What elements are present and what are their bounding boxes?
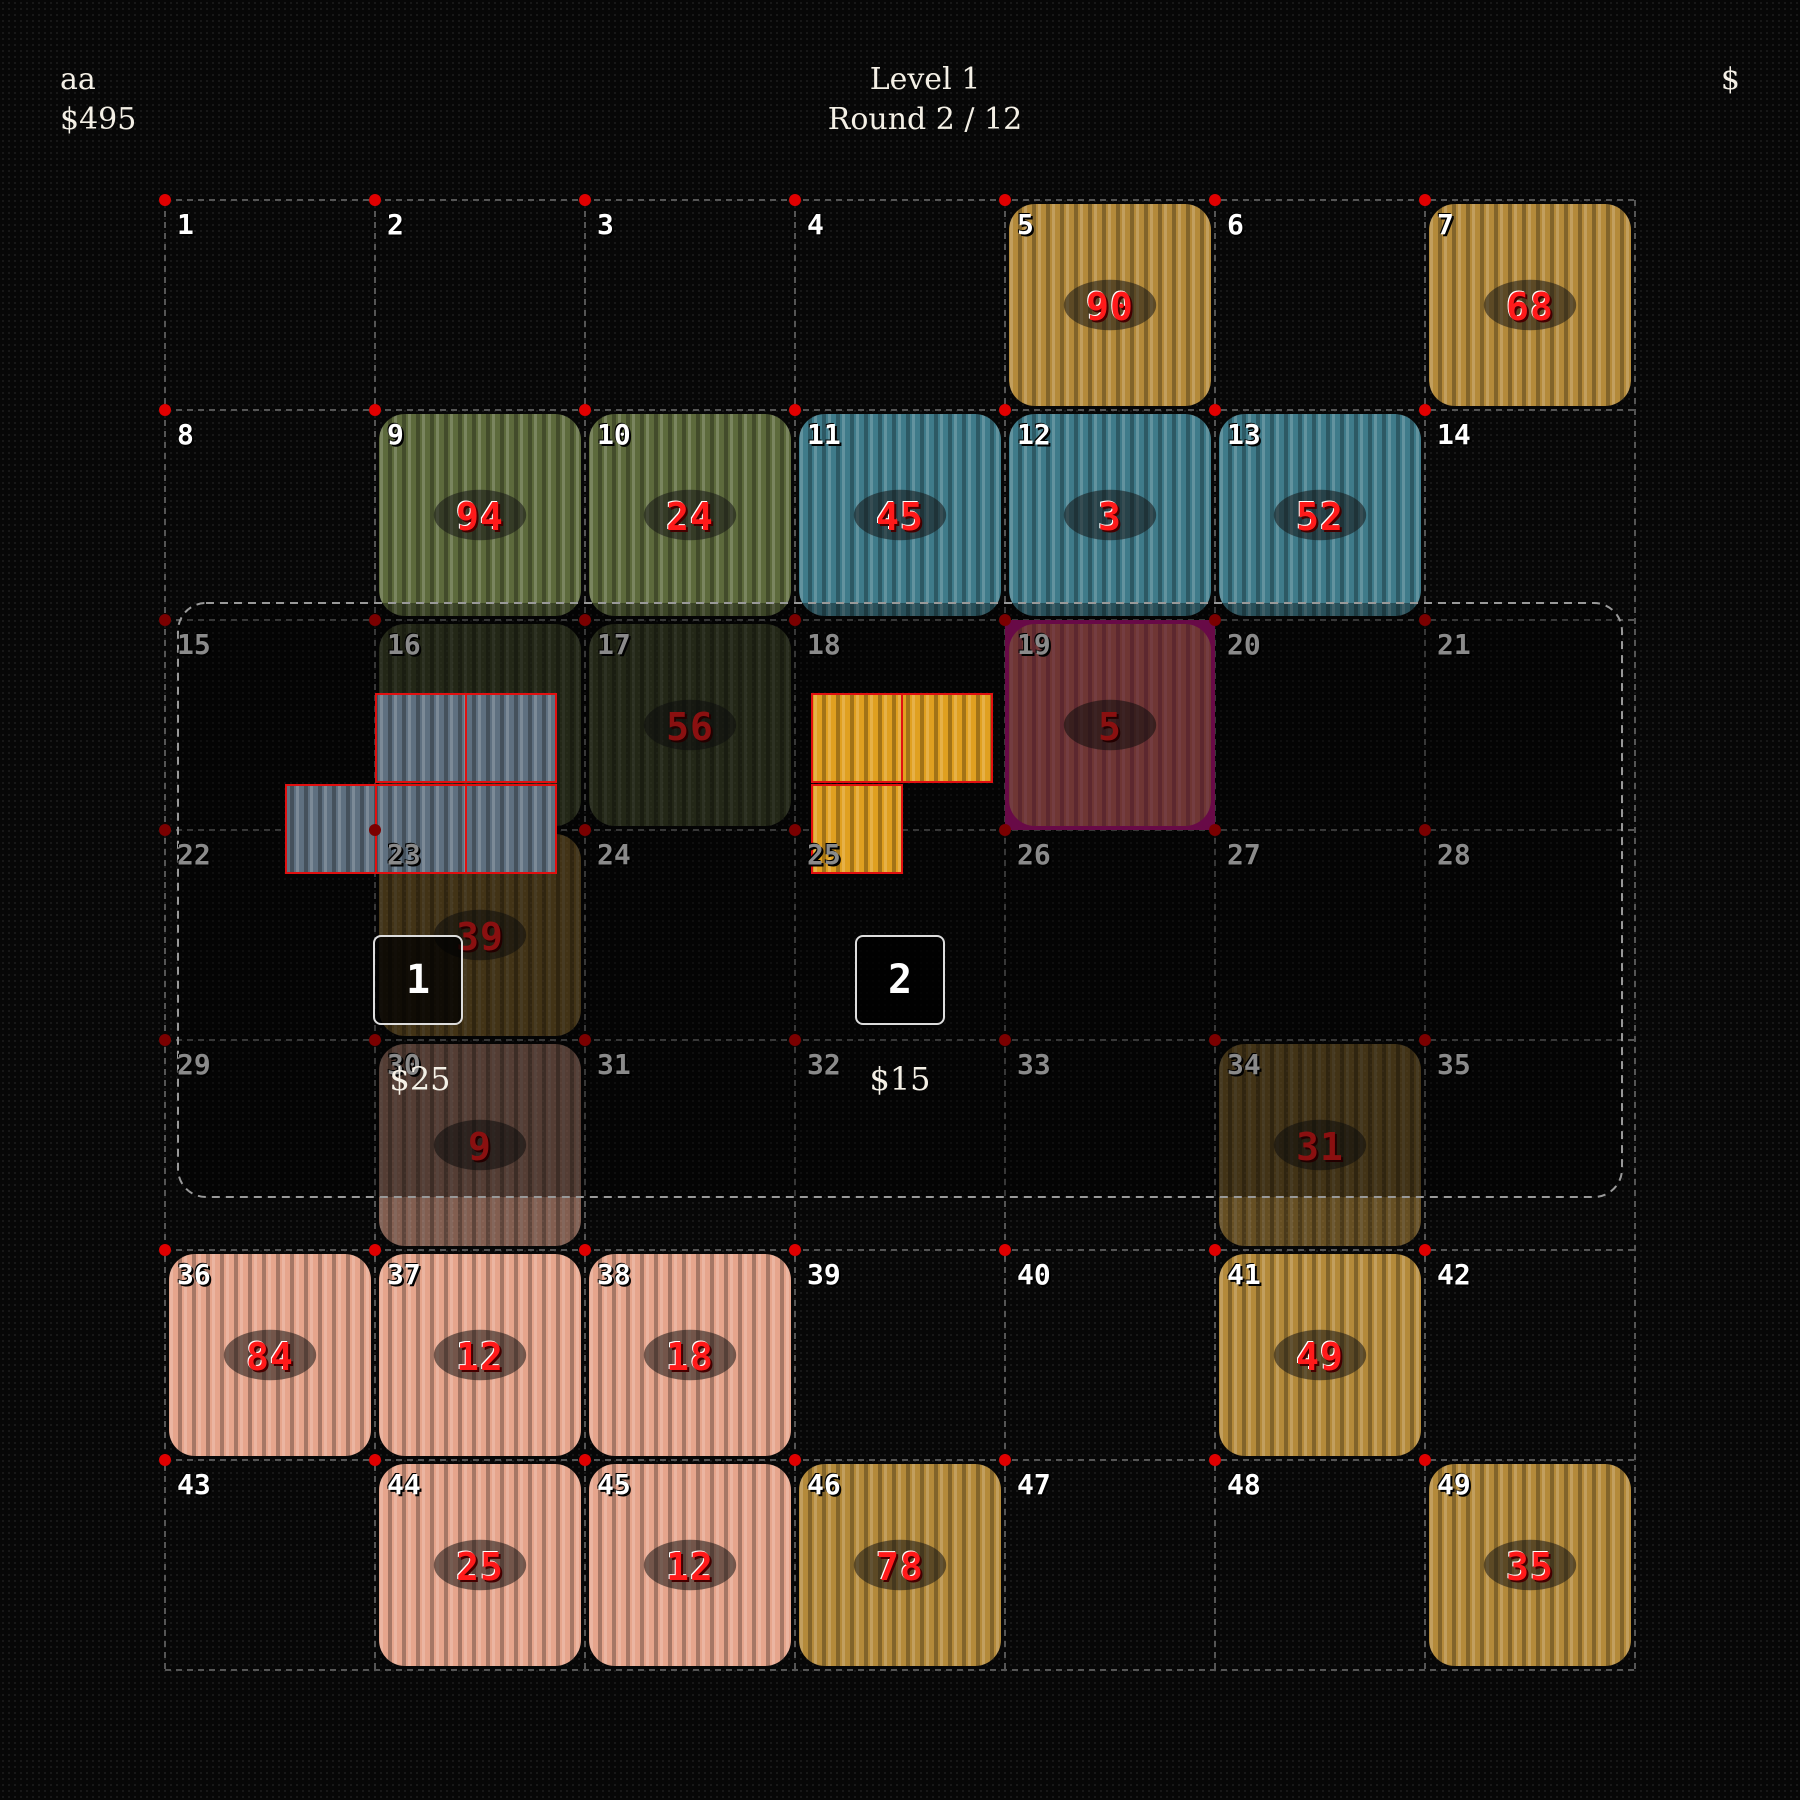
worm-piece-gold[interactable] bbox=[1005, 620, 1215, 830]
grid-dot bbox=[789, 614, 801, 626]
grid-dot bbox=[1419, 404, 1431, 416]
grid-dot bbox=[1419, 614, 1431, 626]
grid-dot bbox=[579, 194, 591, 206]
player-name: aa bbox=[60, 62, 96, 97]
grid-dot bbox=[1209, 1244, 1221, 1256]
grid-dot bbox=[999, 1244, 1011, 1256]
grid-dot bbox=[1209, 1454, 1221, 1466]
grid-dot bbox=[789, 1034, 801, 1046]
grid-dot bbox=[999, 194, 1011, 206]
grid-dot bbox=[999, 404, 1011, 416]
grid-dot bbox=[579, 824, 591, 836]
grid-dot bbox=[159, 404, 171, 416]
worm-piece-green[interactable] bbox=[379, 414, 791, 826]
grid-dot bbox=[369, 1454, 381, 1466]
grid-dot bbox=[159, 1244, 171, 1256]
grid-dot bbox=[999, 824, 1011, 836]
shop-slot-2[interactable]: 2 bbox=[855, 935, 945, 1025]
grid-dot bbox=[1209, 194, 1221, 206]
grid-dot bbox=[1419, 1244, 1431, 1256]
grid-dot bbox=[159, 824, 171, 836]
grid-dot bbox=[579, 614, 591, 626]
grid-dot bbox=[159, 1454, 171, 1466]
grid-dot bbox=[159, 614, 171, 626]
grid-dot bbox=[369, 194, 381, 206]
grid-dot bbox=[369, 404, 381, 416]
worm-piece-gold[interactable] bbox=[1429, 1464, 1631, 1666]
board-grid bbox=[164, 199, 1636, 1671]
grid-dot bbox=[1419, 1034, 1431, 1046]
shop-worm-orange[interactable] bbox=[811, 693, 993, 874]
grid-dot bbox=[369, 1034, 381, 1046]
worm-piece-gold[interactable] bbox=[799, 1464, 1001, 1666]
grid-dot bbox=[159, 1034, 171, 1046]
grid-dot bbox=[789, 1454, 801, 1466]
grid-dot bbox=[159, 194, 171, 206]
shop-overlay bbox=[177, 602, 1623, 1198]
grid-dot bbox=[369, 614, 381, 626]
shop-worm-grey[interactable] bbox=[285, 693, 557, 874]
worm-piece-gold[interactable] bbox=[1219, 1254, 1421, 1456]
worm-piece-pink[interactable] bbox=[169, 1044, 791, 1666]
shop-price-1: $25 bbox=[389, 1060, 451, 1098]
grid-dot bbox=[999, 1034, 1011, 1046]
grid-dot bbox=[1419, 194, 1431, 206]
worm-piece-blue[interactable] bbox=[799, 414, 1421, 616]
grid-dot bbox=[579, 1034, 591, 1046]
grid-dot bbox=[789, 194, 801, 206]
worm-piece-gold[interactable] bbox=[1219, 1044, 1421, 1246]
grid-dot bbox=[789, 824, 801, 836]
grid-dot bbox=[1209, 824, 1221, 836]
round-label: Round 2 / 12 bbox=[827, 102, 1023, 137]
grid-dot bbox=[579, 1244, 591, 1256]
round-panel: Level 1 Round 2 / 12 bbox=[700, 60, 1150, 140]
shop-slot-1[interactable]: 1 bbox=[373, 935, 463, 1025]
player-money: $495 bbox=[60, 102, 137, 137]
grid-dot bbox=[369, 824, 381, 836]
grid-dot bbox=[369, 1244, 381, 1256]
level-label: Level 1 bbox=[869, 62, 981, 97]
grid-dot bbox=[1419, 1454, 1431, 1466]
currency-panel: $ bbox=[1721, 60, 1740, 100]
grid-dot bbox=[999, 1454, 1011, 1466]
grid-dot bbox=[789, 1244, 801, 1256]
grid-dot bbox=[1209, 614, 1221, 626]
player-panel: aa $495 bbox=[60, 60, 136, 140]
grid-dot bbox=[789, 404, 801, 416]
grid-dot bbox=[579, 404, 591, 416]
worm-piece-gold[interactable] bbox=[1429, 204, 1631, 406]
grid-dot bbox=[1419, 824, 1431, 836]
grid-dot bbox=[1209, 404, 1221, 416]
grid-dot bbox=[999, 614, 1011, 626]
shop-price-2: $15 bbox=[869, 1060, 931, 1098]
worm-piece-gold[interactable] bbox=[1009, 204, 1211, 406]
grid-dot bbox=[579, 1454, 591, 1466]
currency-symbol: $ bbox=[1720, 62, 1740, 97]
grid-dot bbox=[1209, 1034, 1221, 1046]
